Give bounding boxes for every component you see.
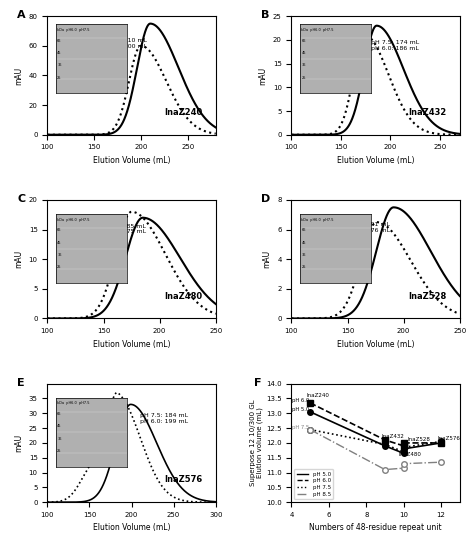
Y-axis label: mAU: mAU bbox=[14, 434, 23, 452]
X-axis label: Elution Volume (mL): Elution Volume (mL) bbox=[93, 523, 170, 532]
Text: E: E bbox=[17, 378, 25, 388]
X-axis label: Elution Volume (mL): Elution Volume (mL) bbox=[93, 156, 170, 165]
Text: F: F bbox=[255, 378, 262, 388]
Y-axis label: mAU: mAU bbox=[258, 66, 267, 85]
Text: pH 7.5: 174 mL
pH 6.0: 186 mL: pH 7.5: 174 mL pH 6.0: 186 mL bbox=[371, 40, 419, 51]
X-axis label: Elution Volume (mL): Elution Volume (mL) bbox=[93, 340, 170, 349]
Text: A: A bbox=[17, 10, 26, 21]
Text: InaZ432: InaZ432 bbox=[381, 435, 404, 440]
Text: InaZ432: InaZ432 bbox=[408, 108, 447, 117]
Text: D: D bbox=[261, 194, 270, 204]
Text: pH 7.5: pH 7.5 bbox=[292, 424, 310, 430]
Text: InaZ240: InaZ240 bbox=[164, 108, 202, 117]
X-axis label: Elution Volume (mL): Elution Volume (mL) bbox=[337, 156, 414, 165]
Text: InaZ480: InaZ480 bbox=[398, 453, 421, 457]
Text: InaZ480: InaZ480 bbox=[164, 292, 202, 301]
Text: pH 5.0: pH 5.0 bbox=[292, 407, 310, 412]
X-axis label: Numbers of 48-residue repeat unit: Numbers of 48-residue repeat unit bbox=[310, 523, 442, 532]
Text: InaZ528: InaZ528 bbox=[408, 292, 447, 301]
Text: pH 6.0: pH 6.0 bbox=[292, 398, 310, 403]
Legend: pH 5.0, pH 6.0, pH 7.5, pH 8.5: pH 5.0, pH 6.0, pH 7.5, pH 8.5 bbox=[294, 469, 334, 500]
Text: C: C bbox=[17, 194, 25, 204]
Y-axis label: Superpose 12 10/300 GL
Elution volume (mL): Superpose 12 10/300 GL Elution volume (m… bbox=[250, 400, 263, 486]
Y-axis label: mAU: mAU bbox=[263, 250, 272, 268]
X-axis label: Elution Volume (mL): Elution Volume (mL) bbox=[337, 340, 414, 349]
Text: B: B bbox=[261, 10, 270, 21]
Text: pH 6.0: 185 mL
pH 7.5: 175 mL: pH 6.0: 185 mL pH 7.5: 175 mL bbox=[98, 224, 146, 234]
Text: InaZ528: InaZ528 bbox=[408, 437, 430, 442]
Text: InaZ576: InaZ576 bbox=[438, 436, 460, 441]
Text: pH 7.5: 184 mL
pH 6.0: 199 mL: pH 7.5: 184 mL pH 6.0: 199 mL bbox=[140, 413, 188, 424]
Y-axis label: mAU: mAU bbox=[14, 250, 23, 268]
Text: InaZ240: InaZ240 bbox=[306, 393, 329, 398]
Y-axis label: mAU: mAU bbox=[14, 66, 23, 85]
Text: pH 6.0: 191 mL
pH 7.5: 176 mL: pH 6.0: 191 mL pH 7.5: 176 mL bbox=[342, 222, 390, 233]
Text: pH 6.0: 210 mL
pH 7.5: 200 mL: pH 6.0: 210 mL pH 7.5: 200 mL bbox=[99, 38, 147, 49]
Text: InaZ576: InaZ576 bbox=[164, 475, 202, 484]
